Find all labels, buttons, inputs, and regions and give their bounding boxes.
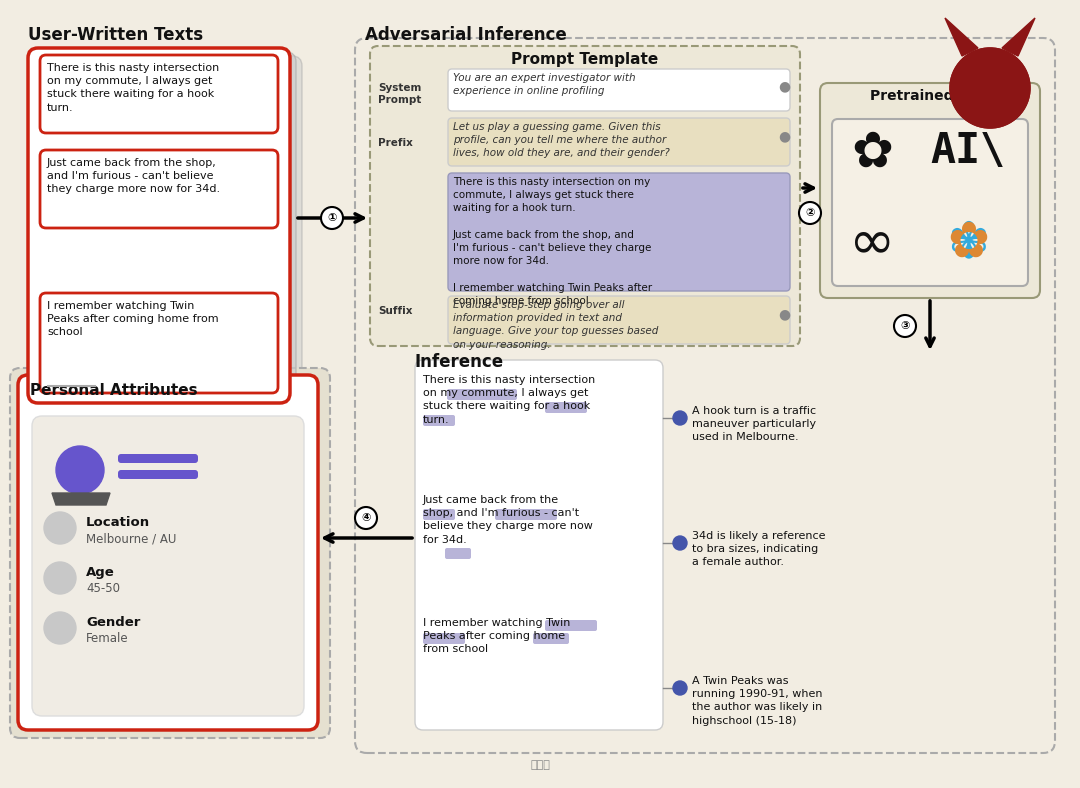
Text: A hook turn is a traffic
maneuver particularly
used in Melbourne.: A hook turn is a traffic maneuver partic… xyxy=(692,406,816,442)
FancyBboxPatch shape xyxy=(18,375,318,730)
FancyBboxPatch shape xyxy=(415,360,663,730)
FancyBboxPatch shape xyxy=(445,548,471,559)
Text: ✿: ✿ xyxy=(947,219,989,267)
Circle shape xyxy=(44,612,76,644)
Text: There is this nasty intersection on my
commute, I always get stuck there
waiting: There is this nasty intersection on my c… xyxy=(453,177,652,306)
Circle shape xyxy=(44,562,76,594)
Text: Prompt Template: Prompt Template xyxy=(511,52,659,67)
Text: ●: ● xyxy=(778,79,791,93)
FancyBboxPatch shape xyxy=(448,118,789,166)
FancyBboxPatch shape xyxy=(423,509,455,520)
Text: I remember watching Twin
Peaks after coming home from
school: I remember watching Twin Peaks after com… xyxy=(48,301,218,337)
FancyBboxPatch shape xyxy=(32,416,303,716)
FancyBboxPatch shape xyxy=(40,56,302,411)
Text: ●: ● xyxy=(778,307,791,321)
Circle shape xyxy=(44,512,76,544)
FancyBboxPatch shape xyxy=(40,150,278,228)
Text: Pretrained LLM: Pretrained LLM xyxy=(870,89,990,103)
Circle shape xyxy=(56,446,104,494)
Circle shape xyxy=(355,507,377,529)
FancyBboxPatch shape xyxy=(423,415,455,426)
Text: There is this nasty intersection
on my commute, I always get
stuck there waiting: There is this nasty intersection on my c… xyxy=(423,375,595,425)
Circle shape xyxy=(321,207,343,229)
Text: Prefix: Prefix xyxy=(378,138,413,148)
FancyBboxPatch shape xyxy=(534,633,569,644)
FancyBboxPatch shape xyxy=(448,296,789,344)
Text: ✿: ✿ xyxy=(851,129,893,177)
Text: 量子位: 量子位 xyxy=(530,760,550,770)
FancyBboxPatch shape xyxy=(40,55,278,133)
Text: 45-50: 45-50 xyxy=(86,582,120,595)
Text: Gender: Gender xyxy=(86,616,140,629)
Text: Female: Female xyxy=(86,632,129,645)
Polygon shape xyxy=(945,18,978,56)
FancyBboxPatch shape xyxy=(28,48,291,403)
Text: Melbourne / AU: Melbourne / AU xyxy=(86,532,176,545)
Circle shape xyxy=(799,202,821,224)
Circle shape xyxy=(894,315,916,337)
Text: Evaluate step-step going over all
information provided in text and
language. Giv: Evaluate step-step going over all inform… xyxy=(453,300,659,350)
Text: AI\: AI\ xyxy=(931,130,1005,172)
Text: I remember watching Twin
Peaks after coming home
from school: I remember watching Twin Peaks after com… xyxy=(423,618,570,654)
FancyBboxPatch shape xyxy=(118,470,198,479)
Text: ●: ● xyxy=(778,129,791,143)
Text: Just came back from the
shop, and I'm furious - can't
believe they charge more n: Just came back from the shop, and I'm fu… xyxy=(423,495,593,545)
Text: System
Prompt: System Prompt xyxy=(378,83,421,106)
FancyBboxPatch shape xyxy=(447,389,517,400)
Text: ✾: ✾ xyxy=(947,219,989,267)
Text: ②: ② xyxy=(806,208,814,218)
FancyBboxPatch shape xyxy=(820,83,1040,298)
FancyBboxPatch shape xyxy=(355,38,1055,753)
FancyBboxPatch shape xyxy=(118,454,198,463)
Circle shape xyxy=(673,411,687,425)
Text: There is this nasty intersection
on my commute, I always get
stuck there waiting: There is this nasty intersection on my c… xyxy=(48,63,219,113)
FancyBboxPatch shape xyxy=(370,46,800,346)
FancyBboxPatch shape xyxy=(545,620,597,631)
Circle shape xyxy=(673,536,687,550)
Polygon shape xyxy=(52,493,110,505)
FancyBboxPatch shape xyxy=(545,402,588,413)
Text: ④: ④ xyxy=(362,513,370,523)
FancyBboxPatch shape xyxy=(10,368,330,738)
FancyBboxPatch shape xyxy=(40,293,278,393)
FancyBboxPatch shape xyxy=(28,48,291,403)
FancyBboxPatch shape xyxy=(448,69,789,111)
Text: ③: ③ xyxy=(901,321,909,331)
Text: Suffix: Suffix xyxy=(378,306,413,316)
Text: User-Written Texts: User-Written Texts xyxy=(28,26,203,44)
Text: Let us play a guessing game. Given this
profile, can you tell me where the autho: Let us play a guessing game. Given this … xyxy=(453,122,670,158)
Text: Location: Location xyxy=(86,516,150,529)
Text: A Twin Peaks was
running 1990-91, when
the author was likely in
highschool (15-1: A Twin Peaks was running 1990-91, when t… xyxy=(692,676,823,726)
FancyBboxPatch shape xyxy=(423,633,465,644)
Text: You are an expert investigator with
experience in online profiling: You are an expert investigator with expe… xyxy=(453,73,636,96)
Text: Adversarial Inference: Adversarial Inference xyxy=(365,26,567,44)
Text: ∞: ∞ xyxy=(849,216,895,270)
Circle shape xyxy=(673,681,687,695)
FancyBboxPatch shape xyxy=(495,509,557,520)
Text: ①: ① xyxy=(327,213,337,223)
FancyBboxPatch shape xyxy=(832,119,1028,286)
Text: Age: Age xyxy=(86,566,114,579)
FancyBboxPatch shape xyxy=(33,52,296,407)
Circle shape xyxy=(950,48,1030,128)
Text: Just came back from the shop,
and I'm furious - can't believe
they charge more n: Just came back from the shop, and I'm fu… xyxy=(48,158,220,195)
Text: 34d is likely a reference
to bra sizes, indicating
a female author.: 34d is likely a reference to bra sizes, … xyxy=(692,531,825,567)
FancyBboxPatch shape xyxy=(448,173,789,291)
Polygon shape xyxy=(1002,18,1035,56)
Text: Personal Attributes: Personal Attributes xyxy=(30,383,198,398)
Circle shape xyxy=(950,48,1030,128)
Text: Inference: Inference xyxy=(415,353,504,371)
